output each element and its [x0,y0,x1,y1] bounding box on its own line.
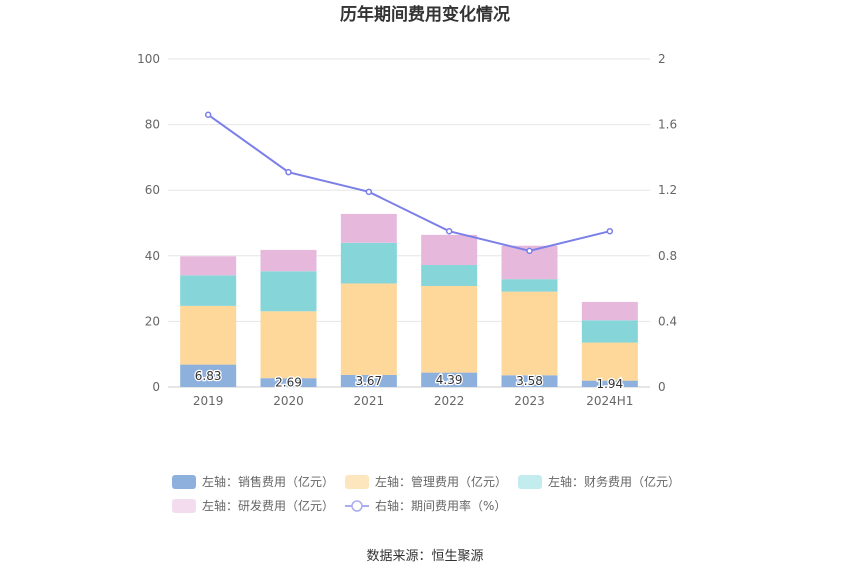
bar-segment [180,305,237,365]
legend-label: 左轴：管理费用（亿元） [375,474,507,489]
x-tick-label: 2019 [193,394,224,408]
bar-segment [501,279,558,292]
bar-segment [340,283,397,375]
right-tick-label: 0 [658,380,666,394]
bar-segment [501,291,558,376]
bar-segment [340,374,397,387]
legend-swatch [172,475,196,489]
x-axis-labels: 2019 2020 2021 2022 2023 2024H1 [193,394,634,408]
left-tick-label: 100 [137,52,160,66]
right-tick-label: 0.4 [658,314,677,328]
legend[interactable]: 左轴：销售费用（亿元） 左轴：管理费用（亿元） 左轴：财务费用（亿元） 左轴：研发费用… [172,474,680,513]
bar-segment [340,242,397,284]
left-tick-label: 60 [145,183,160,197]
data-label: 6.83 [195,369,222,383]
legend-label: 左轴：销售费用（亿元） [202,474,334,489]
bar-segment [421,372,478,387]
x-tick-label: 2020 [273,394,304,408]
legend-marker [351,500,363,512]
right-tick-label: 0.8 [658,249,677,263]
legend-item[interactable]: 左轴：财务费用（亿元） [518,474,680,489]
rate-point [365,188,373,196]
bar-segment [421,286,478,373]
legend-item[interactable]: 左轴：管理费用（亿元） [345,474,507,489]
bar-segment [260,311,317,379]
x-tick-label: 2022 [434,394,465,408]
rate-point [445,227,453,235]
legend-item[interactable]: 右轴：期间费用率（%） [345,498,506,513]
bar-segment [421,234,478,266]
right-tick-label: 1.2 [658,183,677,197]
bar-segment [581,380,638,387]
x-tick-label: 2023 [514,394,545,408]
legend-item[interactable]: 左轴：研发费用（亿元） [172,498,334,513]
left-tick-label: 20 [145,314,160,328]
bar-segment [581,342,638,381]
bars: 6.83 2.69 3.67 4.39 3.58 1.94 [180,213,638,392]
chart-title: 历年期间费用变化情况 [340,4,510,25]
bar-segment [260,378,317,387]
bar-segment [501,375,558,387]
legend-swatch [345,475,369,489]
bar-segment [581,320,638,343]
bar-segment [180,275,237,306]
bar-segment [180,364,237,387]
rate-point [285,168,292,176]
bar-segment [260,249,317,272]
bar-segment [260,271,317,312]
x-tick-label: 2024H1 [586,394,633,408]
data-label: 4.39 [436,373,463,387]
left-tick-label: 80 [145,118,160,132]
legend-swatch [172,499,196,513]
legend-label: 左轴：研发费用（亿元） [202,498,334,513]
right-axis-ticks: 0 0.4 0.8 1.2 1.6 2 [658,52,677,394]
data-label: 3.67 [355,374,382,388]
rate-line-path [207,113,611,252]
source-note: 数据来源：恒生聚源 [366,549,483,564]
rate-point [204,111,212,119]
rate-point [526,247,533,255]
bar-segment [581,301,638,321]
legend-label: 右轴：期间费用率（%） [375,498,506,513]
data-label: 1.94 [596,377,623,391]
bar-segment [340,213,397,243]
grid [168,58,650,388]
bar-segment [180,256,237,276]
legend-swatch [518,475,542,489]
legend-item[interactable]: 左轴：销售费用（亿元） [172,474,334,489]
data-label: 2.69 [275,376,302,390]
data-label: 3.58 [516,374,543,388]
rate-line [204,111,614,255]
left-tick-label: 40 [145,249,160,263]
legend-label: 左轴：财务费用（亿元） [548,474,680,489]
left-axis-ticks: 0 20 40 60 80 100 [137,52,160,394]
right-tick-label: 2 [658,52,666,66]
x-tick-label: 2021 [354,394,385,408]
left-tick-label: 0 [152,380,160,394]
right-tick-label: 1.6 [658,118,677,132]
rate-point [606,227,614,235]
bar-segment [421,265,478,287]
